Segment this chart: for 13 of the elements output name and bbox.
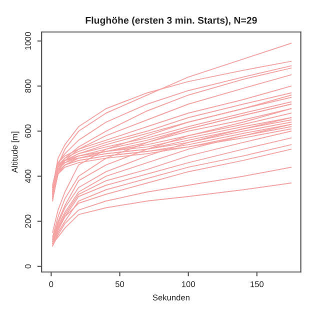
y-tick-label: 1000 [25,32,31,50]
x-axis-title: Sekunden [152,294,190,300]
y-tick-label: 400 [25,170,31,183]
x-tick-label: 100 [182,281,195,288]
x-tick-label: 150 [250,281,264,288]
chart-title: Flughöhe (ersten 3 min. Starts), N=29 [86,16,257,26]
y-tick-label: 600 [25,124,31,138]
x-tick-label: 50 [115,281,124,288]
y-tick-label: 0 [25,264,31,268]
x-tick-label: 0 [49,281,54,288]
y-tick-label: 800 [25,79,31,93]
y-tick-label: 200 [25,214,31,228]
y-axis-title: Altitude [m] [11,132,20,173]
